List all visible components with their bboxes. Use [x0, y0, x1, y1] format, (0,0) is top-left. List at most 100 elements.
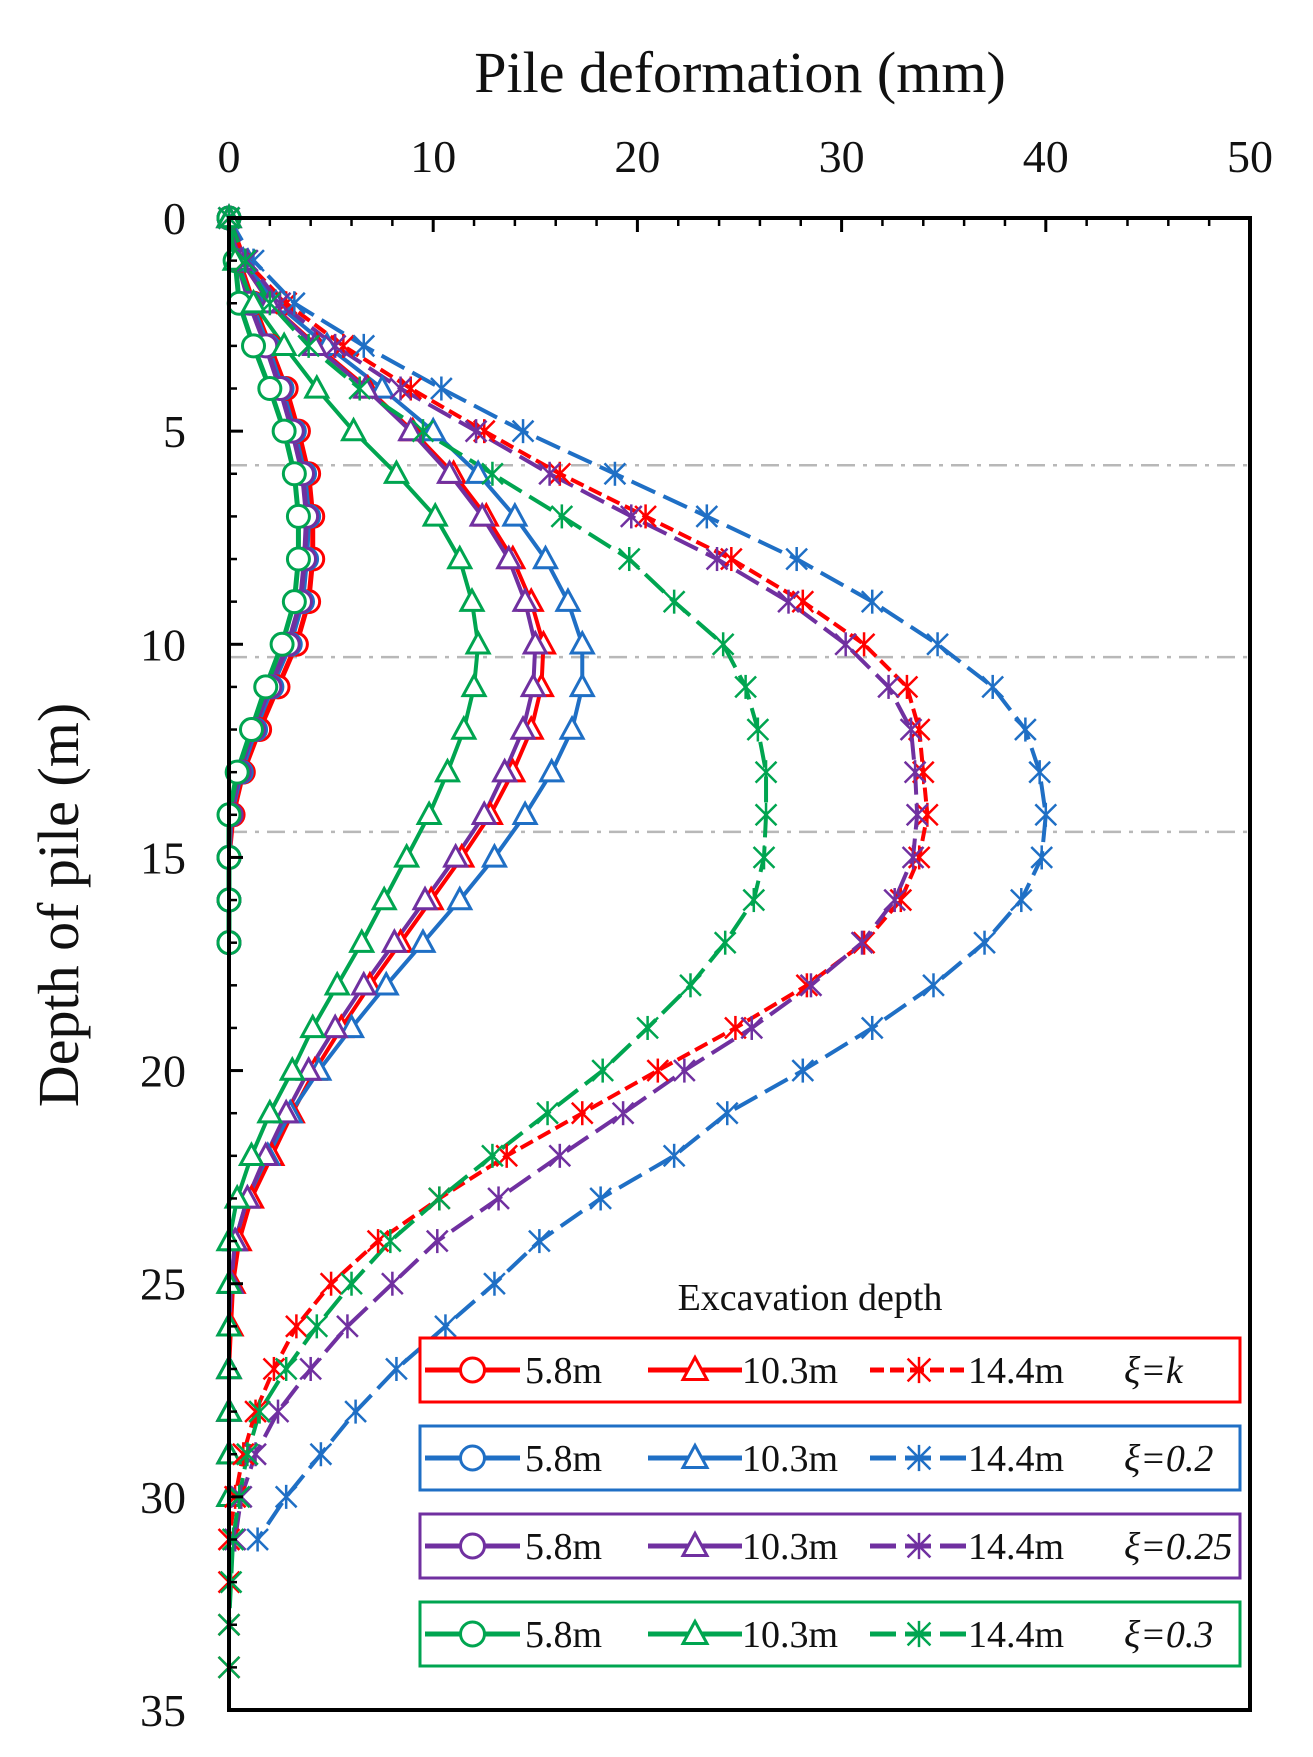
data-point-10_3m-0_25-11 — [519, 672, 547, 698]
data-point-14_4m-0_25-8 — [705, 547, 729, 572]
data-point-14_4m-0_3-13 — [754, 760, 778, 785]
y-tick-label-1: 5 — [163, 406, 186, 457]
data-point-10_3m-0_2-9 — [554, 586, 582, 612]
data-point-14_4m-0_3-14 — [754, 802, 778, 827]
data-point-14_4m-0_3-16 — [742, 888, 766, 913]
data-point-14_4m-0_25-26 — [336, 1314, 359, 1339]
legend-marker-3-1 — [680, 1618, 710, 1645]
data-point-10_3m-0_25-15 — [442, 842, 470, 868]
data-point-14_4m-0_25-12 — [899, 717, 923, 742]
legend-group-2: 5.8m 10.3m 14.4m ξ=0.25 — [418, 1512, 1242, 1580]
data-point-14_4m-0_2-27 — [385, 1356, 408, 1381]
legend-label-2-0: 5.8m — [525, 1526, 602, 1568]
data-point-14_4m-0_25-19 — [740, 1015, 764, 1040]
data-point-14_4m-0_3-10 — [711, 632, 735, 657]
data-point-14_4m-0_3-1 — [234, 248, 257, 273]
legend-label-2-2: 14.4m — [968, 1526, 1064, 1568]
data-point-14_4m-0_25-20 — [673, 1058, 696, 1083]
data-point-14_4m-0_2-11 — [981, 674, 1005, 699]
data-point-10_3m-0_25-7 — [468, 501, 496, 527]
legend-xi-1: ξ=0.2 — [1124, 1438, 1213, 1480]
data-point-10_3m-0_25-14 — [470, 800, 498, 825]
data-point-10_3m-0_25-9 — [511, 586, 539, 612]
data-point-14_4m-0_3-18 — [679, 973, 702, 998]
data-point-14_4m-0_2-21 — [715, 1101, 739, 1126]
data-point-5_8m-0_3-4 — [257, 376, 283, 402]
data-point-14_4m-k-4 — [399, 376, 423, 401]
data-point-14_4m-0_25-7 — [619, 504, 643, 529]
data-point-14_4m-0_2-24 — [528, 1229, 551, 1254]
data-point-14_4m-0_25-11 — [877, 674, 900, 699]
data-point-10_3m-0_3-12 — [450, 714, 478, 740]
data-point-10_3m-0_2-16 — [446, 885, 474, 911]
data-point-10_3m-0_25-12 — [509, 714, 537, 740]
legend-marker-0-2 — [906, 1356, 932, 1384]
y-axis-title: Depth of pile (m) — [26, 703, 91, 1107]
data-point-14_4m-0_2-29 — [309, 1442, 333, 1467]
legend-label-1-0: 5.8m — [525, 1438, 602, 1480]
data-point-10_3m-0_3-15 — [393, 842, 421, 868]
data-point-14_4m-0_2-20 — [791, 1058, 815, 1083]
series-points-10_3m-k — [215, 203, 557, 1508]
data-point-14_4m-0_25-25 — [381, 1271, 404, 1296]
legend-box-0 — [418, 1336, 1242, 1404]
data-point-14_4m-k-24 — [366, 1229, 390, 1254]
legend-marker-2-0 — [459, 1532, 486, 1560]
data-point-14_4m-0_25-22 — [548, 1143, 572, 1168]
legend-marker-2-1 — [680, 1530, 710, 1557]
data-point-5_8m-0_3-3 — [241, 333, 267, 359]
legend-label-0-1: 10.3m — [742, 1350, 838, 1392]
legend: Excavation depth 5.8m 10.3m 14.4m ξ=k 5.8m 10.… — [418, 1277, 1242, 1668]
data-point-14_4m-0_3-2 — [258, 291, 282, 316]
data-point-14_4m-0_25-28 — [266, 1399, 290, 1424]
legend-group-1: 5.8m 10.3m 14.4m ξ=0.2 — [418, 1424, 1242, 1492]
data-point-10_3m-0_3-23 — [223, 1183, 251, 1209]
data-point-5_8m-0_3-6 — [281, 461, 307, 487]
data-point-10_3m-0_3-21 — [256, 1098, 284, 1124]
legend-xi-2: ξ=0.25 — [1124, 1526, 1232, 1568]
y-tick-label-4: 20 — [140, 1046, 186, 1097]
data-point-14_4m-0_3-9 — [662, 589, 686, 614]
data-point-14_4m-k-19 — [724, 1015, 747, 1040]
legend-marker-3-0 — [459, 1620, 486, 1648]
data-point-14_4m-k-25 — [319, 1271, 343, 1296]
data-point-14_4m-0_25-15 — [901, 845, 925, 870]
data-point-14_4m-0_2-25 — [483, 1271, 506, 1296]
legend-marker-1-2 — [906, 1444, 932, 1472]
data-point-14_4m-0_3-24 — [378, 1229, 402, 1254]
data-point-14_4m-0_25-2 — [268, 291, 292, 316]
axis-ticks — [227, 216, 1252, 1712]
legend-label-1-1: 10.3m — [742, 1438, 838, 1480]
data-point-10_3m-0_2-12 — [558, 714, 586, 740]
legend-marker-2-2 — [906, 1532, 932, 1560]
data-point-10_3m-0_3-8 — [446, 544, 474, 570]
data-point-10_3m-0_3-5 — [340, 416, 368, 442]
data-point-5_8m-0_3-8 — [285, 546, 311, 572]
data-point-10_3m-0_3-11 — [460, 672, 488, 698]
data-point-14_4m-0_2-10 — [926, 632, 949, 657]
data-point-14_4m-k-27 — [262, 1356, 286, 1381]
data-point-14_4m-0_3-11 — [734, 674, 757, 699]
data-point-14_4m-0_3-25 — [340, 1271, 363, 1296]
data-point-14_4m-0_2-4 — [430, 376, 453, 401]
data-point-14_4m-0_25-16 — [883, 888, 907, 913]
y-tick-label-6: 30 — [140, 1472, 186, 1523]
data-point-10_3m-0_2-4 — [368, 373, 396, 399]
data-point-14_4m-0_2-26 — [434, 1314, 457, 1339]
x-tick-label-1: 10 — [410, 131, 456, 182]
data-point-5_8m-0_3-11 — [253, 674, 279, 700]
data-point-10_3m-0_25-20 — [295, 1055, 323, 1081]
data-point-14_4m-0_2-28 — [344, 1399, 367, 1424]
data-point-14_4m-0_2-23 — [589, 1186, 612, 1211]
data-point-14_4m-0_3-21 — [536, 1101, 559, 1126]
x-tick-label-3: 30 — [819, 131, 865, 182]
data-point-14_4m-k-20 — [646, 1058, 670, 1083]
data-point-14_4m-0_3-8 — [617, 547, 641, 572]
y-tick-label-2: 10 — [140, 619, 186, 670]
legend-label-1-2: 14.4m — [968, 1438, 1064, 1480]
data-point-14_4m-0_2-17 — [973, 930, 996, 955]
data-point-14_4m-0_3-27 — [274, 1356, 298, 1381]
data-point-10_3m-0_2-6 — [464, 459, 492, 484]
data-point-14_4m-k-21 — [570, 1101, 594, 1126]
legend-label-0-0: 5.8m — [525, 1350, 602, 1392]
